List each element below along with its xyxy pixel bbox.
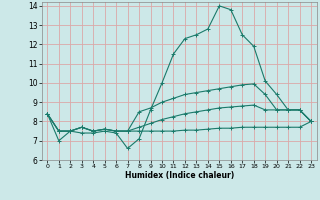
- X-axis label: Humidex (Indice chaleur): Humidex (Indice chaleur): [124, 171, 234, 180]
